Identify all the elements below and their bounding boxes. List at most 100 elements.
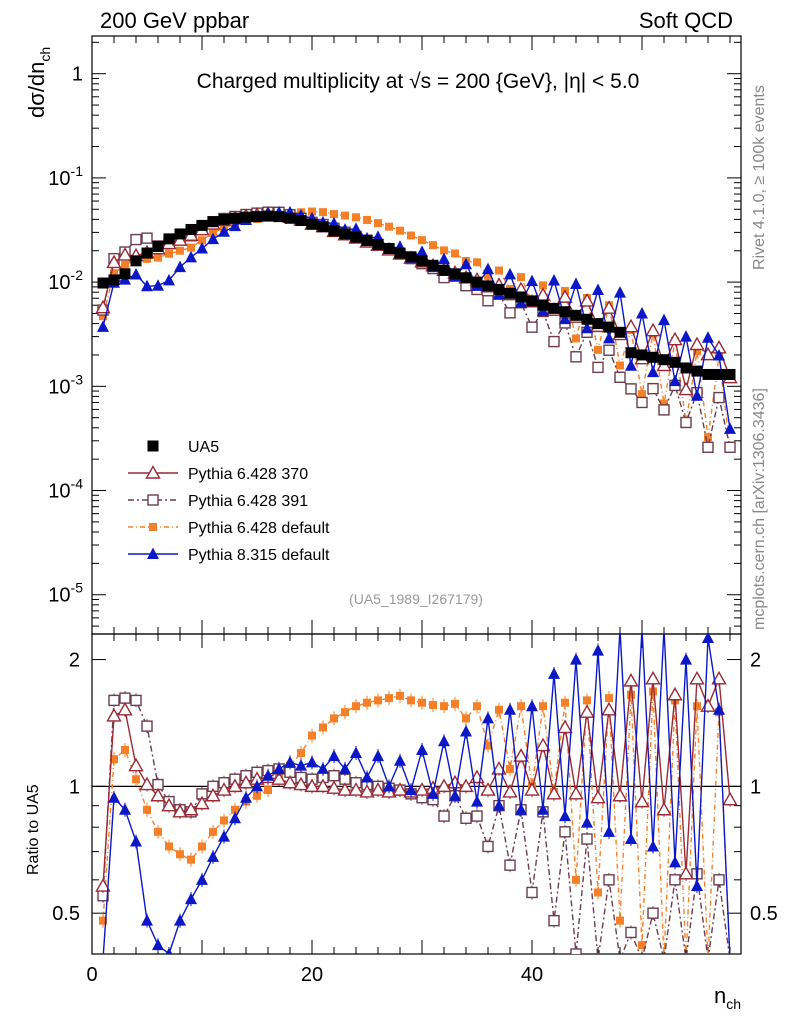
ratio-point-pythia-6-428-391: [603, 874, 615, 886]
side-mcplots-label: mcplots.cern.ch [arXiv:1306.3436]: [751, 388, 768, 630]
ratio-point-pythia-6-428-391: [141, 720, 153, 732]
ratio-point-pythia-6-428-default: [495, 705, 503, 714]
ratio-series-group: [95, 634, 738, 954]
ratio-point-pythia-6-428-370: [678, 865, 694, 880]
legend-marker: [147, 440, 159, 452]
top-point-pythia-6-428-391: [625, 383, 637, 395]
top-point-pythia-6-428-default: [330, 210, 338, 219]
ratio-point-pythia-6-428-default: [396, 691, 404, 700]
top-point-pythia-6-428-default: [154, 253, 162, 262]
ratio-point-pythia-6-428-370: [238, 774, 254, 789]
top-point-pythia-8-315-default: [196, 242, 208, 254]
ratio-point-pythia-6-428-391: [438, 810, 450, 822]
top-point-pythia-8-315-default: [130, 267, 142, 280]
ratio-point-pythia-6-428-370: [150, 787, 166, 802]
ratio-point-pythia-6-428-default: [385, 694, 393, 703]
top-point-ua5: [350, 231, 362, 243]
top-point-pythia-6-428-default: [143, 254, 151, 263]
x-tick-label: 20: [301, 964, 323, 986]
ratio-point-pythia-6-428-391: [570, 948, 582, 954]
ratio-point-pythia-6-428-default: [110, 755, 118, 764]
top-point-pythia-6-428-default: [187, 243, 195, 252]
top-point-ua5: [482, 280, 494, 292]
ratio-point-pythia-6-428-default: [638, 941, 646, 950]
ratio-point-pythia-8-315-default: [449, 789, 461, 801]
ratio-point-pythia-6-428-370: [414, 782, 430, 796]
ratio-point-pythia-6-428-default: [649, 687, 657, 696]
ratio-point-pythia-8-315-default: [405, 783, 417, 796]
legend-label: UA5: [188, 439, 219, 456]
top-point-ua5: [526, 295, 538, 307]
ratio-y-tick-label-right: 0.5: [750, 903, 778, 925]
ratio-point-pythia-6-428-370: [568, 785, 584, 800]
ratio-point-pythia-6-428-370: [106, 707, 122, 722]
ratio-point-pythia-6-428-370: [139, 776, 155, 791]
top-point-ua5: [559, 306, 571, 318]
ratio-line-pythia-6-428-default: [102, 691, 731, 954]
ratio-point-pythia-6-428-default: [429, 701, 437, 710]
ratio-point-pythia-6-428-370: [535, 737, 551, 752]
ratio-point-pythia-6-428-default: [132, 775, 140, 784]
top-point-pythia-8-315-default: [438, 252, 450, 265]
top-point-pythia-6-428-default: [198, 236, 206, 245]
top-point-ua5: [394, 247, 406, 259]
top-point-pythia-8-315-default: [218, 225, 230, 237]
ratio-point-pythia-8-315-default: [680, 653, 692, 665]
top-point-pythia-6-428-default: [572, 334, 580, 343]
chart-watermark: (UA5_1989_I267179): [349, 591, 483, 607]
ratio-point-pythia-6-428-391: [119, 692, 131, 704]
ratio-point-pythia-6-428-default: [231, 805, 239, 814]
ratio-point-pythia-6-428-370: [645, 670, 661, 685]
top-point-pythia-8-315-default: [207, 232, 219, 245]
ratio-point-pythia-6-428-391: [130, 694, 142, 707]
top-line-pythia-8-315-default: [102, 211, 731, 430]
top-point-ua5: [405, 251, 417, 263]
header-right: Soft QCD: [639, 8, 733, 33]
ratio-point-pythia-6-428-default: [484, 741, 492, 750]
y-axis-label-bottom: Ratio to UA5: [25, 784, 42, 875]
legend-item-pythia-6-428-391: Pythia 6.428 391: [128, 493, 308, 510]
top-point-ua5: [548, 302, 560, 314]
top-point-ua5: [251, 211, 263, 223]
ratio-point-pythia-6-428-370: [348, 782, 364, 796]
ratio-point-pythia-6-428-391: [548, 914, 560, 927]
x-tick-label: 0: [86, 964, 97, 986]
top-point-pythia-6-428-391: [603, 344, 615, 356]
ratio-point-pythia-6-428-default: [374, 696, 382, 705]
ratio-point-pythia-6-428-370: [359, 784, 375, 798]
ratio-point-pythia-8-315-default: [537, 803, 549, 815]
legend-item-pythia-6-428-default: Pythia 6.428 default: [128, 520, 330, 537]
ratio-point-pythia-6-428-391: [328, 770, 340, 782]
ratio-point-pythia-6-428-default: [121, 745, 129, 754]
top-point-ua5: [218, 213, 230, 225]
top-point-pythia-6-428-391: [614, 371, 626, 383]
ratio-point-pythia-8-315-default: [438, 734, 450, 747]
ratio-point-pythia-6-428-391: [482, 840, 494, 853]
ratio-point-pythia-6-428-370: [95, 878, 111, 892]
ratio-point-pythia-6-428-391: [581, 833, 593, 845]
top-y-tick-label: 10-2: [48, 267, 83, 294]
ratio-point-pythia-8-315-default: [251, 779, 263, 792]
legend-label: Pythia 6.428 370: [188, 466, 308, 483]
ratio-point-pythia-6-428-default: [627, 690, 635, 699]
top-point-pythia-8-315-default: [680, 330, 692, 342]
top-point-ua5: [97, 277, 109, 289]
ratio-point-pythia-6-428-370: [161, 797, 177, 812]
ratio-point-pythia-8-315-default: [592, 644, 604, 656]
top-point-pythia-8-315-default: [141, 279, 153, 292]
ratio-point-pythia-8-315-default: [165, 947, 173, 954]
ratio-point-pythia-6-428-default: [308, 731, 316, 740]
ratio-point-pythia-6-428-370: [700, 698, 716, 712]
ratio-point-pythia-6-428-default: [418, 698, 426, 707]
ratio-point-pythia-6-428-370: [326, 780, 342, 794]
ratio-point-pythia-8-315-default: [383, 779, 395, 792]
top-point-pythia-8-315-default: [229, 219, 241, 232]
ratio-y-tick-label-left: 0.5: [52, 903, 80, 925]
top-point-pythia-8-315-default: [691, 389, 703, 401]
top-point-ua5: [581, 313, 593, 325]
ratio-point-pythia-6-428-default: [209, 827, 217, 836]
top-point-pythia-6-428-default: [363, 215, 371, 224]
ratio-point-pythia-6-428-default: [176, 850, 184, 859]
top-point-pythia-6-428-default: [473, 258, 481, 267]
ratio-point-pythia-8-315-default: [482, 711, 494, 724]
